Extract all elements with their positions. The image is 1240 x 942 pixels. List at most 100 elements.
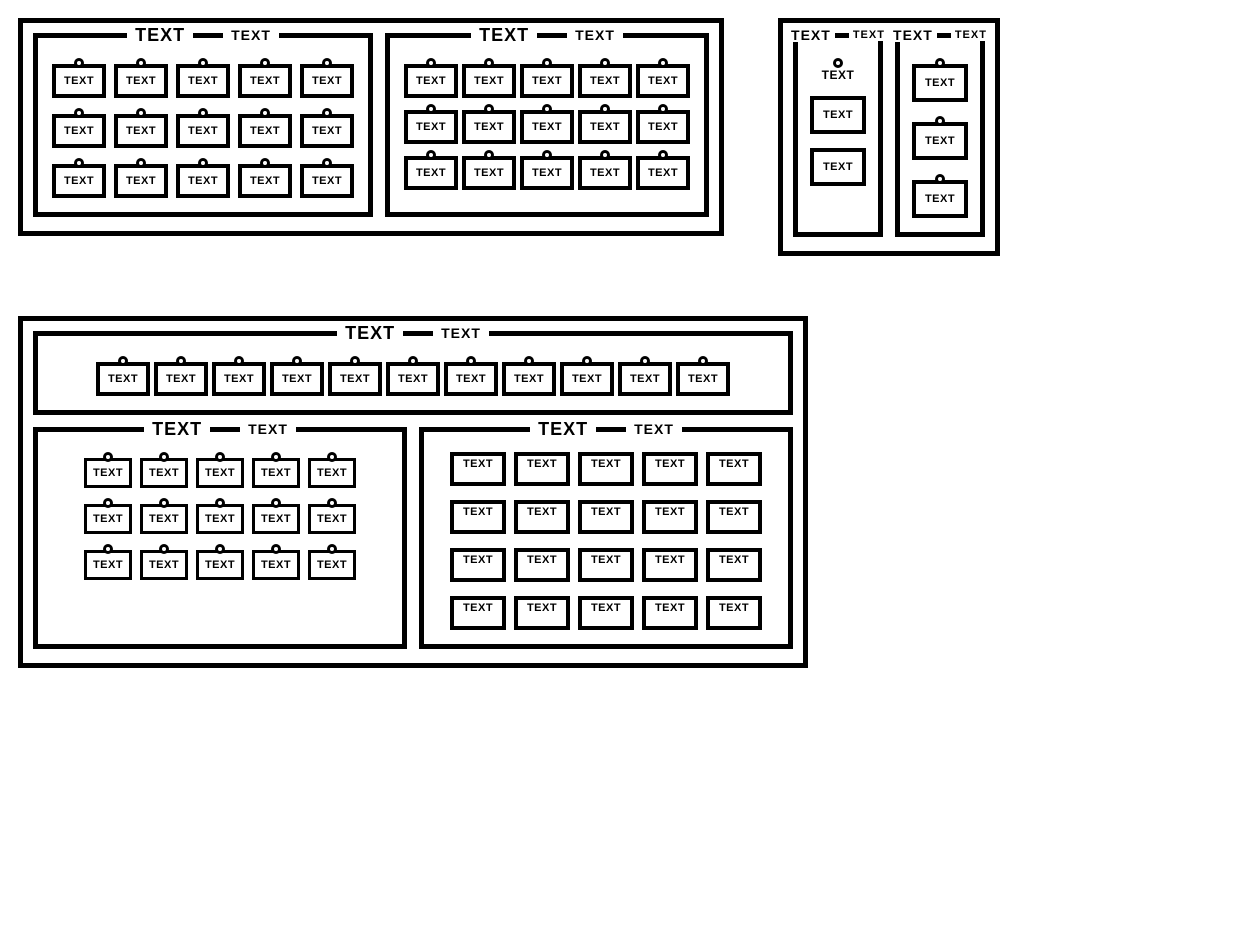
clip-node: TEXT [270,356,324,396]
box-label: TEXT [463,458,493,470]
ring-icon [176,356,186,366]
fieldset-subtitle: TEXT [223,28,279,42]
ring-icon [426,104,436,114]
box-node: TEXT [252,504,300,534]
box-label: TEXT [282,373,312,385]
ring-icon [74,58,84,68]
ring-icon [408,356,418,366]
box-node: TEXT [462,156,516,190]
ring-icon [484,58,494,68]
clip-node: TEXT [196,544,244,580]
box-label: TEXT [64,175,94,187]
box-label: TEXT [719,554,749,566]
ring-icon [103,452,113,462]
box-label: TEXT [250,175,280,187]
box-node: TEXT [308,550,356,580]
fieldset-title: TEXT [530,420,596,438]
ring-icon [658,104,668,114]
clip-node: TEXT [520,58,574,98]
clip-node: TEXT [196,452,244,488]
box-node: TEXT [84,458,132,488]
box-label: TEXT [317,559,347,571]
box-node: TEXT [52,64,106,98]
ring-icon [198,158,208,168]
plain-node: TEXT [450,548,506,582]
box-label: TEXT [250,75,280,87]
box-node: TEXT [252,458,300,488]
box-node: TEXT [84,550,132,580]
clip-node: TEXT [636,104,690,144]
box-label: TEXT [205,513,235,525]
clip-node: TEXT [196,498,244,534]
box-label: TEXT [312,125,342,137]
box-label: TEXT [261,559,291,571]
plain-node: TEXT [578,500,634,534]
clip-node: TEXT [140,498,188,534]
clip-node: TEXT [84,498,132,534]
vstack: TEXT TEXT TEXT [912,58,968,218]
box-label: TEXT [527,458,557,470]
box-label: TEXT [93,513,123,525]
box-node: TEXT [270,362,324,396]
box-node: TEXT [238,114,292,148]
plain-node: TEXT [514,548,570,582]
ring-icon [484,104,494,114]
plain-node: TEXT [514,596,570,630]
clip-node: TEXT [404,104,458,144]
box-label: TEXT [591,458,621,470]
box-label: TEXT [591,554,621,566]
ring-icon [215,452,225,462]
box-label: TEXT [108,373,138,385]
box-node: TEXT [154,362,208,396]
fieldset-title: TEXT [127,26,193,44]
box-node: TEXT [636,156,690,190]
box-label: TEXT [416,75,446,87]
clip-node: TEXT [52,158,106,198]
clip-node: TEXT [176,108,230,148]
box-label: TEXT [474,75,504,87]
box-node: TEXT [520,64,574,98]
clip-node: TEXT [636,58,690,98]
ring-icon [833,58,843,68]
box-label: TEXT [591,506,621,518]
box-node: TEXT [308,458,356,488]
panel-bottom: TEXT TEXT TEXTTEXTTEXTTEXTTEXTTEXTTEXTTE… [18,316,808,668]
ring-icon [234,356,244,366]
box-node: TEXT [196,458,244,488]
box-label: TEXT [925,135,955,147]
box-label: TEXT [64,125,94,137]
box-label: TEXT [474,167,504,179]
clip-node: TEXT [238,58,292,98]
box-label: TEXT [572,373,602,385]
box-label: TEXT [463,602,493,614]
clip-node: TEXT [52,108,106,148]
box-label: TEXT [149,467,179,479]
box-label: TEXT [590,75,620,87]
fieldset-subtitle: TEXT [567,28,623,42]
box-node: TEXT [560,362,614,396]
box-label: TEXT [149,513,179,525]
box-node: TEXT [444,362,498,396]
ring-icon [215,498,225,508]
box-label: TEXT [925,77,955,89]
ring-icon [198,58,208,68]
clip-node: TEXT [308,498,356,534]
box-label: TEXT [648,167,678,179]
clip-node: TEXT [238,158,292,198]
clip-node: TEXT [84,544,132,580]
box-node: TEXT [212,362,266,396]
box-label: TEXT [648,121,678,133]
fieldset-title: TEXT [471,26,537,44]
fieldset-subtitle: TEXT [626,422,682,436]
clip-node: TEXT [578,150,632,190]
fieldset-subtitle: TEXT [849,30,889,41]
ring-icon [118,356,128,366]
box-node: TEXT [328,362,382,396]
clip-node: TEXT [328,356,382,396]
ring-icon [322,58,332,68]
box-node: TEXT [140,458,188,488]
clip-node: TEXT [114,58,168,98]
box-label: TEXT [126,175,156,187]
clip-grid: TEXTTEXTTEXTTEXTTEXTTEXTTEXTTEXTTEXTTEXT… [52,356,774,396]
fieldset-b-left: TEXT TEXT TEXT TEXT TEXT TEXT TEXT TEXT TEXT TE… [33,427,407,649]
